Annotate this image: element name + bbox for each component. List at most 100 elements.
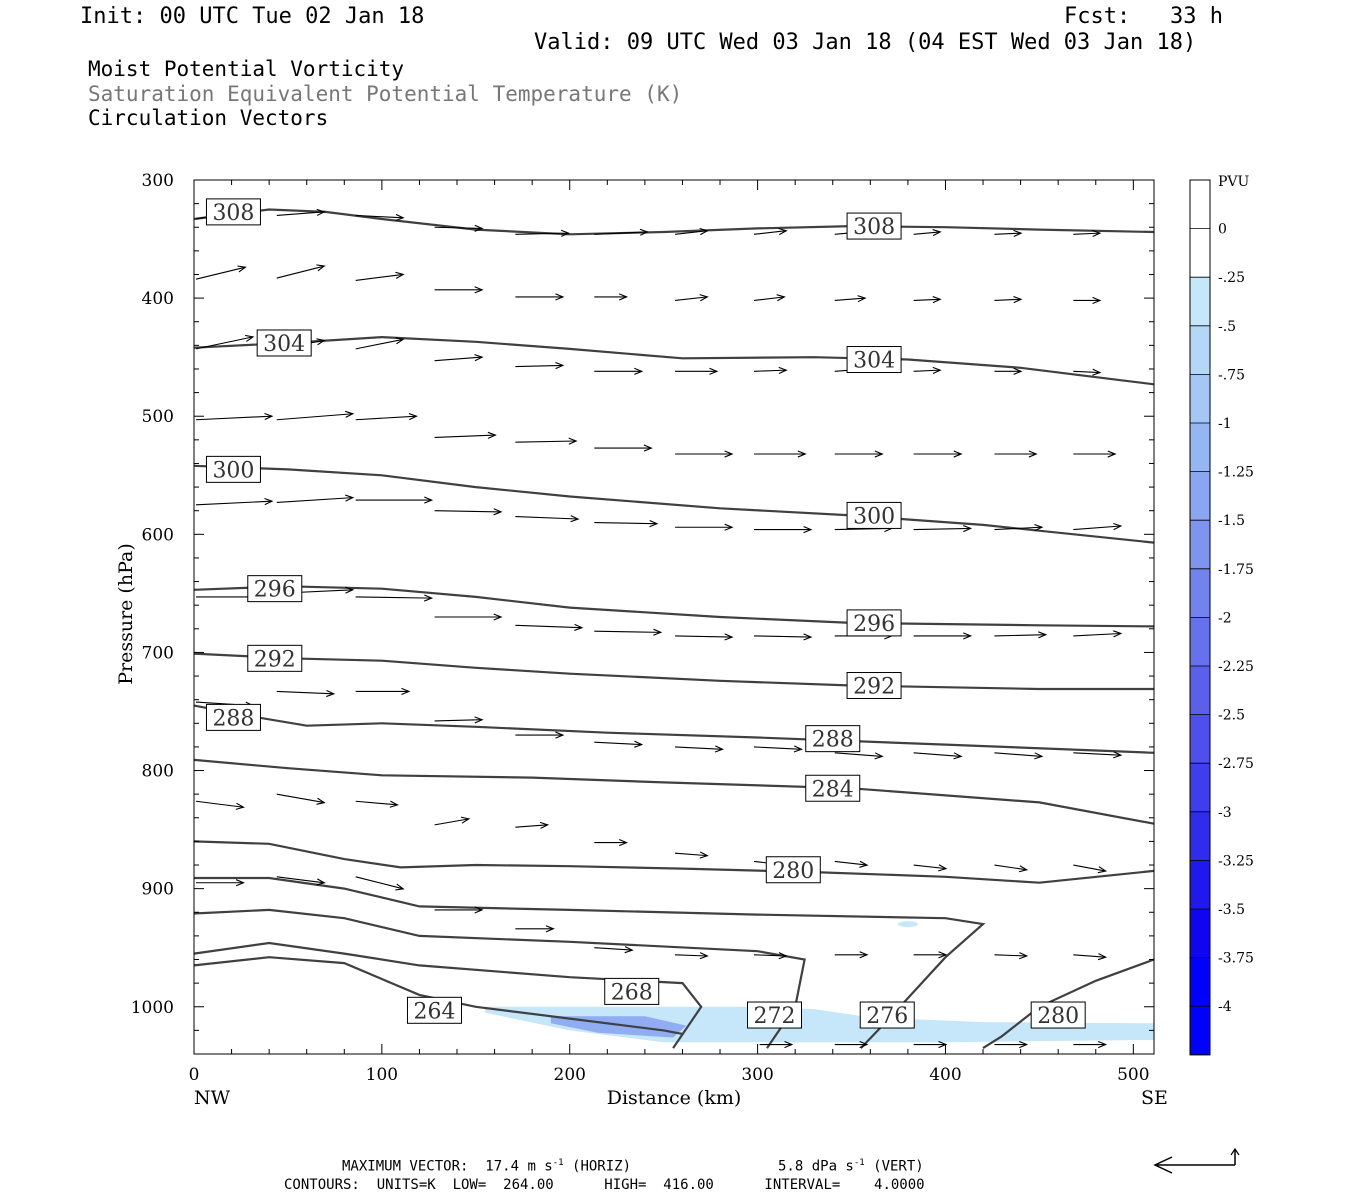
colorbar-bin — [1190, 714, 1210, 764]
contour-label: 264 — [406, 996, 462, 1024]
circulation-vector — [195, 334, 255, 350]
max-vector-label: MAXIMUM VECTOR: 17.4 m s-1 (HORIZ) — [342, 1158, 632, 1175]
contour-label-box — [765, 856, 821, 884]
contour-label-box — [247, 575, 303, 603]
colorbar-tick-label: -1.75 — [1218, 562, 1254, 578]
circulation-vector — [434, 431, 497, 439]
circulation-vector — [913, 366, 942, 375]
circulation-vector — [753, 633, 813, 641]
colorbar-tick-label: -1.25 — [1218, 465, 1254, 481]
circulation-vector — [675, 952, 709, 960]
contour-292 — [193, 652, 1154, 691]
circulation-vector — [355, 337, 405, 350]
colorbar-bin — [1190, 1006, 1210, 1056]
y-axis-label: Pressure (hPa) — [115, 543, 137, 685]
y-tick-label: 900 — [142, 880, 174, 900]
y-tick-label: 800 — [142, 762, 174, 782]
circulation-vector — [675, 745, 724, 753]
forecast-hour: Fcst: 33 h — [1064, 4, 1223, 29]
circulation-vector — [1073, 522, 1123, 531]
circulation-vector — [355, 213, 405, 222]
contour-label-text: 292 — [853, 675, 895, 700]
y-tick-label: 300 — [142, 171, 174, 191]
colorbar-tick-label: -2.75 — [1218, 756, 1254, 772]
circulation-vector — [1073, 864, 1108, 874]
circulation-vector — [753, 366, 788, 374]
pv-colorbar: PVU 0 -.25 -.5 -.75 -1 -1.25 -1.5 -1.75 -2 -2.25 -2… — [1189, 174, 1254, 1056]
colorbar-tick-label: 0 — [1218, 222, 1227, 238]
circulation-vector — [276, 494, 355, 503]
circulation-vector — [515, 437, 578, 445]
circulation-vector — [674, 294, 709, 302]
contour-label-box — [205, 455, 261, 483]
contour-labels: 308 308 304 304 300 300 296 296 292 292 288 288 284 2… — [205, 198, 1086, 1029]
circulation-vector — [675, 851, 709, 859]
circulation-vector — [515, 731, 565, 739]
circulation-vector — [196, 879, 245, 887]
contour-label: 280 — [1030, 1001, 1086, 1029]
colorbar-bin — [1190, 520, 1210, 570]
contour-label: 300 — [846, 501, 902, 529]
circulation-vector — [276, 876, 326, 886]
contour-label: 300 — [205, 455, 261, 483]
contour-label: 280 — [765, 856, 821, 884]
x-tick-label: 500 — [1117, 1065, 1149, 1085]
circulation-vector — [675, 367, 719, 375]
y-tick-label: 700 — [142, 643, 174, 663]
contour-label-box — [859, 1001, 915, 1029]
circulation-vector — [834, 752, 884, 760]
circulation-vector — [276, 689, 336, 698]
contour-label: 296 — [846, 609, 902, 637]
contour-label-box — [406, 996, 462, 1024]
contour-label: 304 — [846, 346, 902, 374]
reference-vector-icon — [1153, 1147, 1240, 1174]
contour-304 — [193, 335, 1155, 386]
contour-300 — [193, 464, 1155, 544]
circulation-vector — [753, 227, 788, 236]
circulation-vector — [913, 524, 973, 533]
field-vectors: Circulation Vectors — [88, 106, 329, 130]
x-tick-label: 300 — [741, 1065, 773, 1085]
circulation-vector — [913, 450, 963, 458]
circulation-vector — [1073, 630, 1123, 638]
circulation-vector — [994, 952, 1029, 960]
contour-label-box — [247, 644, 303, 672]
contour-label: 308 — [846, 212, 902, 240]
colorbar-tick-label: -1 — [1218, 416, 1232, 432]
contour-label: 284 — [805, 774, 861, 802]
x-axis-label: Distance (km) — [607, 1087, 742, 1109]
x-tick-label: 200 — [554, 1065, 586, 1085]
x-end-label-right: SE — [1141, 1087, 1168, 1109]
circulation-vector — [834, 860, 869, 868]
contour-label: 276 — [859, 1001, 915, 1029]
circulation-vector — [753, 526, 813, 534]
circulation-vector — [675, 523, 734, 531]
circulation-vector — [355, 876, 405, 891]
contour-label-box — [846, 346, 902, 374]
circulation-vector — [1073, 450, 1117, 458]
contour-296 — [193, 585, 1155, 628]
circulation-vector — [276, 410, 355, 421]
circulation-vector — [674, 227, 709, 236]
circulation-vector — [515, 925, 555, 933]
contour-label-box — [205, 198, 261, 226]
contour-label: 292 — [247, 644, 303, 672]
x-tick-label: 400 — [929, 1065, 961, 1085]
circulation-vector — [1073, 368, 1102, 376]
circulation-vector — [434, 286, 484, 294]
circulation-vector — [594, 444, 653, 452]
contour-label-text: 304 — [263, 332, 305, 357]
colorbar-tick-label: -3 — [1218, 805, 1232, 821]
circulation-vector — [355, 271, 405, 281]
circulation-vector — [594, 293, 629, 301]
circulation-vector — [753, 952, 788, 960]
colorbar-bin — [1190, 957, 1210, 1007]
max-vector-vert: 5.8 dPa s-1 (VERT) — [778, 1158, 924, 1175]
circulation-vector — [515, 229, 571, 237]
contour-label-box — [1030, 1001, 1086, 1029]
colorbar-bin — [1190, 471, 1210, 521]
contour-info: CONTOURS: UNITS=K LOW= 264.00 HIGH= 416.… — [284, 1177, 925, 1193]
circulation-vector — [434, 224, 484, 232]
circulation-vector — [913, 752, 963, 760]
